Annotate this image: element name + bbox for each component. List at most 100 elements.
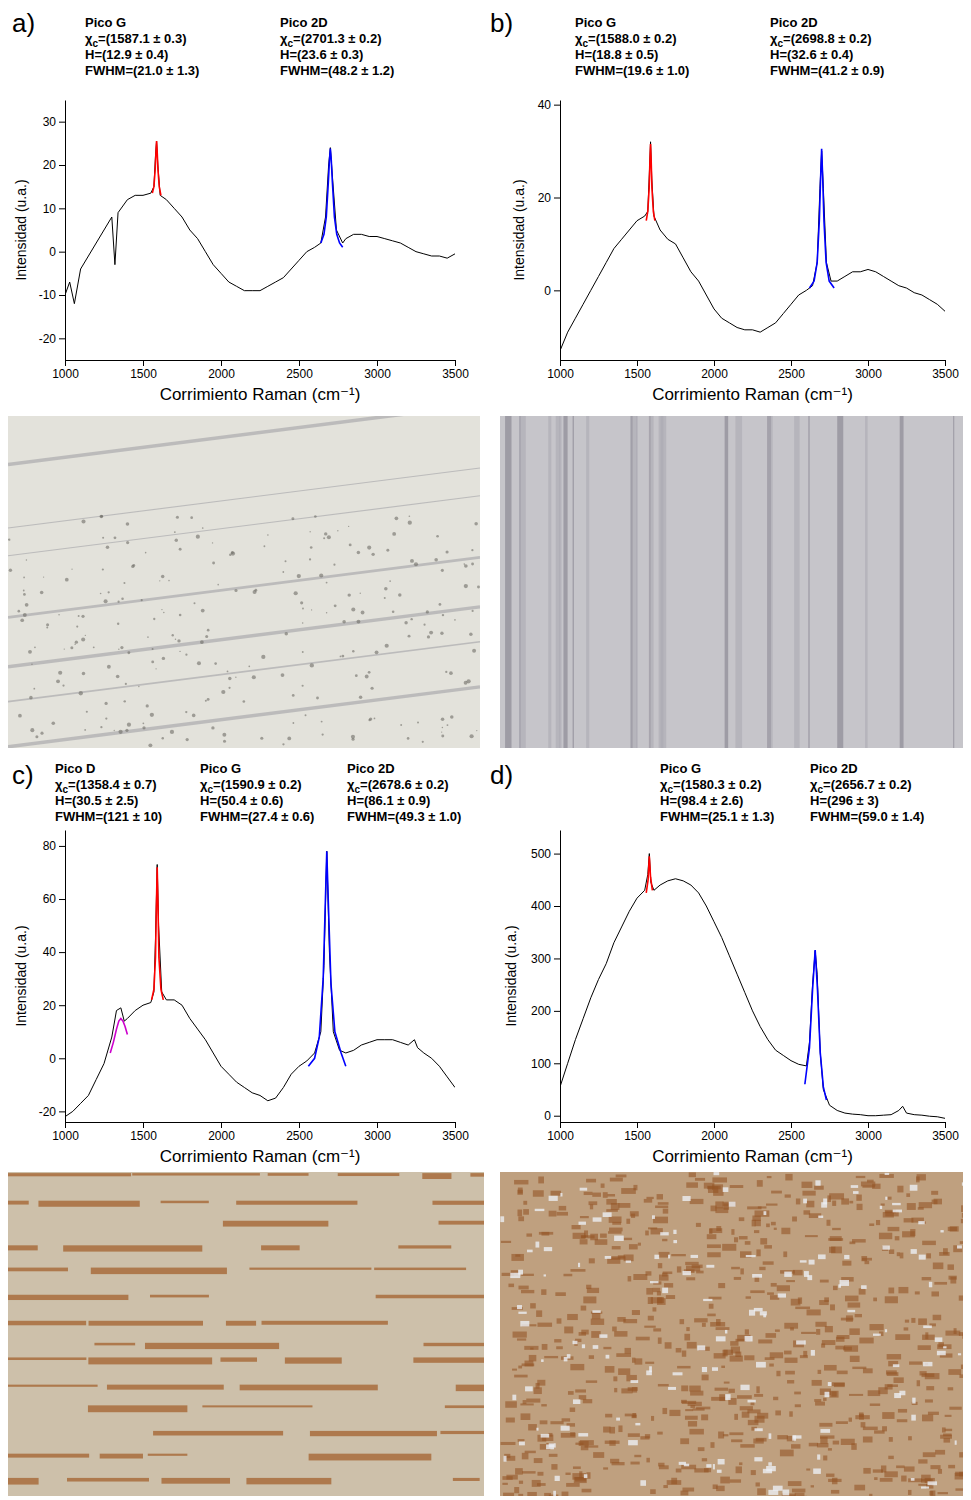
micrograph-texture <box>472 610 474 612</box>
micrograph-texture <box>931 1191 938 1195</box>
micrograph-texture <box>795 1493 805 1496</box>
micrograph-texture <box>756 1362 766 1368</box>
micrograph-texture <box>901 1476 906 1482</box>
micrograph-texture <box>904 1466 915 1471</box>
micrograph-texture <box>410 618 412 620</box>
micrograph-texture <box>567 1314 578 1320</box>
panel-label: a) <box>12 8 35 38</box>
micrograph-texture <box>126 522 130 526</box>
x-tick-label: 3500 <box>442 1129 469 1143</box>
micrograph-texture <box>374 718 376 720</box>
micrograph-texture <box>746 1255 756 1257</box>
micrograph-texture <box>148 743 152 747</box>
annotation-symbol: H <box>200 793 209 808</box>
annotation-text: =(296 ± 3) <box>819 793 879 808</box>
micrograph-texture <box>812 1380 822 1386</box>
micrograph-texture <box>319 573 323 577</box>
micrograph-texture <box>513 1332 527 1338</box>
micrograph-texture <box>923 1325 932 1328</box>
micrograph-texture <box>884 1471 897 1477</box>
micrograph-texture <box>685 1409 693 1411</box>
y-tick-label: 20 <box>43 158 57 172</box>
micrograph-texture <box>682 1196 690 1201</box>
micrograph-texture <box>352 738 355 741</box>
x-tick: 3000 <box>364 1122 391 1143</box>
micrograph-texture <box>740 1444 754 1448</box>
micrograph-texture <box>895 1236 900 1240</box>
micrograph-texture <box>629 1244 638 1249</box>
micrograph-texture <box>8 468 480 528</box>
micrograph-texture <box>922 1335 935 1340</box>
micrograph-texture <box>599 1334 607 1338</box>
micrograph-texture <box>916 1176 920 1182</box>
micrograph-texture <box>730 1479 741 1482</box>
micrograph-texture <box>933 1315 942 1320</box>
micrograph-texture <box>302 622 304 624</box>
y-tick-label: 100 <box>531 1057 551 1071</box>
micrograph-texture <box>538 1176 544 1183</box>
micrograph-texture <box>26 559 27 560</box>
micrograph-texture <box>291 517 294 520</box>
micrograph-texture <box>928 1412 939 1415</box>
micrograph-texture <box>664 1283 673 1288</box>
annotation-text: =(12.9 ± 0.4) <box>94 47 168 62</box>
micrograph-texture <box>422 741 424 743</box>
micrograph-texture <box>888 1288 894 1294</box>
micrograph-texture <box>730 1185 744 1188</box>
micrograph-texture <box>712 1367 718 1371</box>
micrograph-texture <box>657 1432 662 1435</box>
micrograph-texture <box>701 1414 708 1420</box>
micrograph-texture <box>897 1419 908 1422</box>
micrograph-texture <box>646 1288 653 1295</box>
micrograph-texture <box>961 1219 963 1223</box>
x-axis-line <box>66 1122 456 1123</box>
micrograph-texture <box>422 1173 451 1179</box>
y-tick-label: 30 <box>43 115 57 129</box>
micrograph-texture <box>918 1221 924 1224</box>
y-tick: 300 <box>531 952 560 966</box>
micrograph-texture <box>123 582 125 584</box>
y-axis-title: Intensidad (u.a.) <box>511 179 527 280</box>
micrograph-texture <box>70 646 73 649</box>
micrograph-texture <box>930 1465 940 1469</box>
micrograph-texture <box>407 737 410 740</box>
peak-annotation: Pico Gχc=(1588.0 ± 0.2)H=(18.8 ± 0.5)FWH… <box>575 15 689 78</box>
micrograph-texture <box>107 1385 224 1390</box>
micrograph-texture <box>849 1201 853 1204</box>
micrograph-texture <box>324 532 327 535</box>
y-axis-title: Intensidad (u.a.) <box>503 925 519 1026</box>
micrograph-texture <box>221 690 225 694</box>
micrograph-texture <box>606 1199 616 1205</box>
micrograph-texture <box>886 1370 897 1374</box>
micrograph-texture <box>424 1343 484 1346</box>
micrograph-texture <box>754 1457 762 1461</box>
micrograph-texture <box>573 1399 580 1404</box>
micrograph-texture <box>240 1385 378 1391</box>
micrograph-texture <box>185 654 187 656</box>
micrograph-texture <box>441 717 445 721</box>
x-tick-label: 3000 <box>364 1129 391 1143</box>
micrograph-texture <box>861 1182 875 1187</box>
annotation-line: FWHM=(59.0 ± 1.4) <box>810 809 924 824</box>
micrograph-texture <box>357 551 360 554</box>
micrograph-texture <box>511 1254 524 1261</box>
micrograph-texture <box>155 668 156 669</box>
micrograph-texture <box>116 675 120 679</box>
micrograph-texture <box>681 1385 688 1391</box>
micrograph-texture <box>23 593 26 596</box>
micrograph-texture <box>228 677 232 681</box>
micrograph-texture <box>117 601 119 603</box>
micrograph-texture <box>723 1187 729 1192</box>
micrograph-texture <box>783 1251 787 1257</box>
y-tick-label: -20 <box>39 1105 57 1119</box>
panel: 10001500200025003000350002040Corrimiento… <box>490 8 963 748</box>
micrograph-texture <box>100 515 103 518</box>
micrograph-texture <box>734 1277 741 1280</box>
micrograph-texture <box>263 545 265 547</box>
x-tick: 1000 <box>52 1122 79 1143</box>
y-tick-label: -10 <box>39 288 57 302</box>
micrograph <box>500 416 963 748</box>
micrograph-texture <box>881 1203 885 1205</box>
x-tick-label: 3000 <box>855 367 882 381</box>
micrograph-texture <box>586 1380 597 1383</box>
